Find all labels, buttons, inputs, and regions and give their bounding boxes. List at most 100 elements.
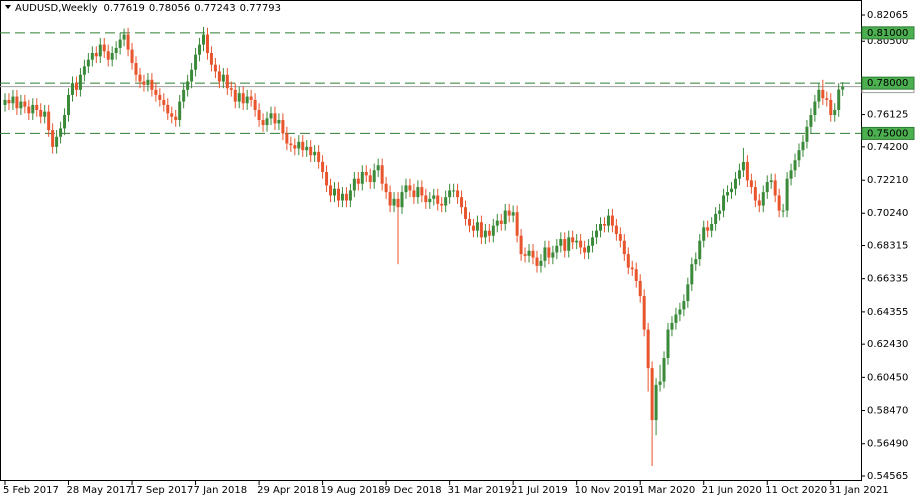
candle-body [31,104,35,114]
candle-body [70,83,74,95]
candle-body [360,171,364,184]
candle-body [599,223,602,231]
y-tick-label: 0.58470 [867,406,908,417]
candle-body [726,192,730,196]
candle-body [313,151,317,156]
candle-body [229,88,233,90]
candle-body [833,109,837,115]
candle-body [305,146,309,151]
candle-body [217,71,221,82]
candle-body [805,126,809,142]
candle-body [412,190,416,198]
candle-body [51,130,55,147]
candle-body [801,141,805,151]
candle-body [733,178,737,189]
candle-body [35,104,39,110]
x-tick-label: 10 Nov 2019 [575,485,639,496]
candle-body [674,314,678,323]
candle-body [301,141,305,151]
candle-body [483,230,487,238]
y-tick-label: 0.82065 [867,10,908,21]
candle-body [333,188,337,196]
x-tick-label: 5 Feb 2017 [3,485,59,496]
candle-body [785,178,789,211]
candle-body [257,109,261,121]
candle-body [408,185,412,191]
candle-body [348,190,352,201]
candle-body [511,212,515,216]
candle-body [329,185,333,196]
candle-body [448,190,452,198]
candle-body [602,223,606,226]
candle-body [23,101,27,107]
last-low: 0.77243 [194,3,235,14]
candle-body [142,81,146,85]
candle-body [793,160,797,171]
y-tick-label: 0.74200 [867,142,908,153]
x-tick-label: 21 Jul 2019 [511,485,568,496]
price-axis: 0.82065 0.80500 0.76125 0.74200 0.72210 0.702… [3,10,915,496]
candle-body [265,118,269,126]
candle-body [487,230,491,236]
candle-body [86,59,90,67]
candle-body [364,171,368,176]
candle-body [809,114,813,127]
candle-body [166,104,170,114]
candle-body [198,44,202,55]
candle-body [535,257,539,266]
candle-body [388,192,392,206]
candle-body [150,79,154,90]
candles [3,26,845,467]
candle-body [813,101,817,115]
candle-body [269,113,273,119]
level-box [861,26,915,40]
candle-body [579,240,583,248]
y-tick-label: 0.68315 [867,241,908,252]
candle-body [765,182,769,193]
candle-body [464,207,468,219]
x-tick-label: 17 Sep 2017 [130,485,193,496]
candle-body [475,222,479,231]
plot-frame [0,0,862,481]
candle-body [440,203,444,206]
candle-body [555,245,559,253]
candle-body [491,225,495,236]
candle-body [817,89,821,102]
candle-body [281,120,285,134]
candle-body [178,101,182,121]
y-tick-label: 0.72210 [867,175,908,186]
candle-body [384,183,388,193]
candle-body [285,133,289,144]
candle-body [777,195,781,211]
candle-body [722,195,726,211]
candle-body [718,210,722,214]
candle-body [11,96,15,104]
candle-body [78,74,82,90]
candle-body [690,264,694,285]
candle-body [571,237,575,243]
candle-body [702,227,706,241]
candle-body [634,269,638,281]
candle-body [781,210,785,212]
candle-body [745,161,749,181]
candle-body [74,83,78,90]
candle-body [694,259,698,265]
candle-body [749,180,753,188]
candle-body [7,99,11,104]
candle-body [194,54,198,70]
candle-body [630,267,634,270]
candle-body [710,223,714,231]
y-tick-label: 0.70240 [867,208,908,219]
candle-body [642,296,646,330]
last-high: 0.78056 [149,3,190,14]
candle-body [202,34,205,45]
candle-body [606,215,610,226]
candle-body [539,260,543,266]
chart-title: AUDUSD,Weekly [15,3,98,14]
candle-body [340,193,344,201]
menu-arrow[interactable] [5,5,11,9]
x-tick-label: 1 Mar 2020 [638,485,695,496]
candle-body [698,240,702,260]
x-tick-label: 7 Jan 2018 [194,485,248,496]
